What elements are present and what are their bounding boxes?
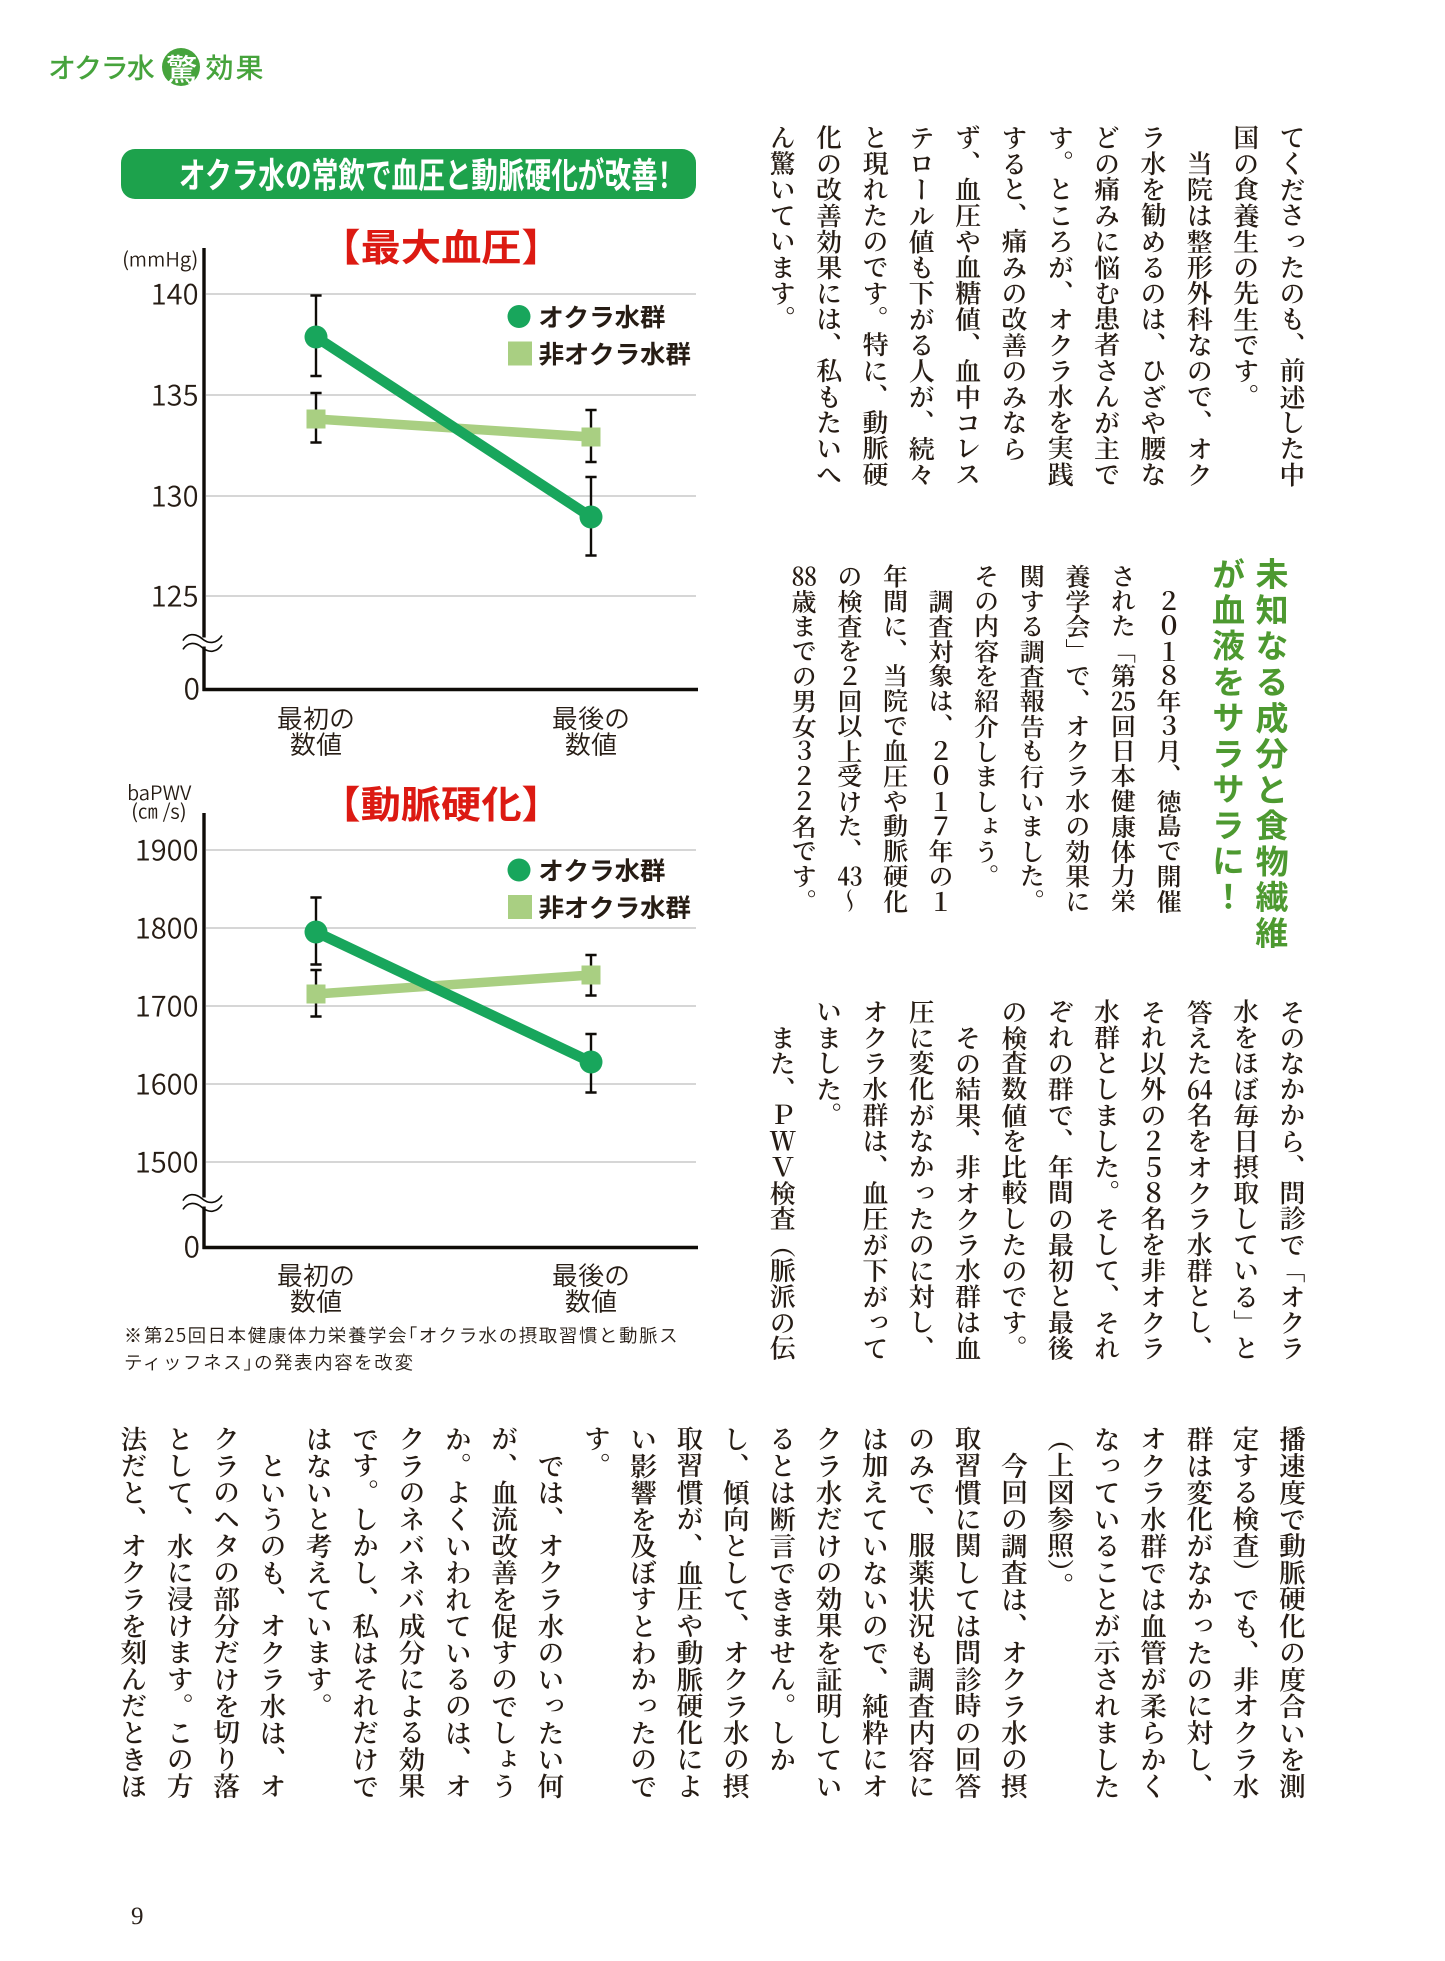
svg-text:【最大血圧】: 【最大血圧】: [341, 217, 542, 272]
svg-text:オクラ水群: オクラ水群: [539, 851, 666, 888]
svg-text:1900: 1900: [135, 828, 199, 870]
svg-text:最後の: 最後の: [552, 1256, 630, 1293]
svg-text:最初の: 最初の: [277, 1256, 355, 1293]
svg-text:最初の: 最初の: [277, 699, 355, 736]
svg-text:140: 140: [151, 272, 199, 314]
svg-text:125: 125: [151, 574, 199, 616]
svg-text:非オクラ水群: 非オクラ水群: [539, 888, 692, 925]
svg-text:(mmHg): (mmHg): [122, 244, 198, 273]
svg-text:135: 135: [151, 373, 199, 415]
svg-text:数値: 数値: [290, 725, 342, 762]
svg-text:(㎝ /s): (㎝ /s): [131, 796, 186, 825]
svg-text:130: 130: [151, 474, 199, 516]
svg-text:1700: 1700: [135, 984, 199, 1026]
svg-text:1500: 1500: [135, 1140, 199, 1182]
svg-text:数値: 数値: [565, 1282, 617, 1319]
svg-text:baPWV: baPWV: [127, 777, 192, 806]
svg-text:非オクラ水群: 非オクラ水群: [539, 334, 692, 371]
svg-text:【動脈硬化】: 【動脈硬化】: [341, 774, 542, 829]
svg-text:0: 0: [184, 665, 200, 709]
svg-text:1600: 1600: [135, 1062, 199, 1104]
svg-text:数値: 数値: [565, 725, 617, 762]
svg-text:数値: 数値: [290, 1282, 342, 1319]
svg-text:0: 0: [184, 1223, 200, 1267]
svg-text:最後の: 最後の: [552, 699, 630, 736]
svg-text:1800: 1800: [135, 906, 199, 948]
svg-text:オクラ水群: オクラ水群: [539, 297, 666, 334]
